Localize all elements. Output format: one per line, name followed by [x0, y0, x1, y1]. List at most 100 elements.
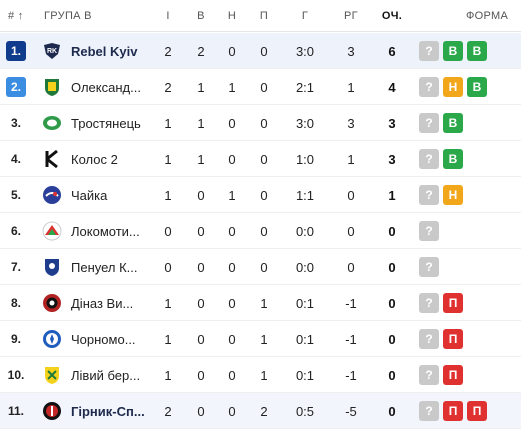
team-logo-icon[interactable]	[42, 77, 62, 97]
points-cell: 0	[388, 224, 396, 239]
form-next-match-badge[interactable]: ?	[419, 41, 439, 61]
wins-cell: 0	[197, 332, 205, 347]
goals-cell: 0:5	[295, 404, 315, 419]
wins-cell: 1	[197, 116, 205, 131]
team-logo-icon[interactable]	[42, 221, 62, 241]
form-result-badge[interactable]: П	[467, 401, 487, 421]
points-cell: 0	[388, 368, 396, 383]
team-logo-icon[interactable]	[42, 185, 62, 205]
team-name-link[interactable]: Лівий бер...	[71, 368, 141, 383]
points-cell: 0	[388, 260, 396, 275]
form-next-match-badge[interactable]: ?	[419, 77, 439, 97]
played-cell: 1	[164, 332, 172, 347]
header-goal-diff[interactable]: РГ	[344, 10, 358, 22]
team-name-link[interactable]: Гірник-Сп...	[71, 404, 145, 419]
header-draws[interactable]: Н	[227, 10, 237, 22]
goal-diff-cell: 1	[347, 80, 355, 95]
rank-cell: 10.	[7, 368, 25, 382]
form-next-match-badge[interactable]: ?	[419, 365, 439, 385]
table-row[interactable]: 11. Гірник-Сп... 2 0 0 2 0:5 -5 0? П П	[0, 393, 521, 429]
team-logo-icon[interactable]	[42, 365, 62, 385]
goal-diff-cell: -1	[345, 296, 357, 311]
wins-cell: 1	[197, 152, 205, 167]
form-result-badge[interactable]: П	[443, 401, 463, 421]
form-next-match-badge[interactable]: ?	[419, 293, 439, 313]
form-result-badge[interactable]: П	[443, 329, 463, 349]
form-result-badge[interactable]: В	[443, 113, 463, 133]
table-row[interactable]: 6. Локомоти... 0 0 0 0 0:0 0 0?	[0, 213, 521, 249]
played-cell: 2	[164, 44, 172, 59]
form-badges: ? В В	[419, 41, 487, 61]
form-result-badge[interactable]: П	[443, 365, 463, 385]
losses-cell: 0	[260, 44, 268, 59]
draws-cell: 0	[228, 224, 236, 239]
wins-cell: 0	[197, 188, 205, 203]
header-goals[interactable]: Г	[301, 10, 309, 22]
goals-cell: 1:1	[295, 188, 315, 203]
table-row[interactable]: 4. Колос 2 1 1 0 0 1:0 1 3? В	[0, 141, 521, 177]
points-cell: 0	[388, 296, 396, 311]
team-name-link[interactable]: Rebel Kyiv	[71, 44, 138, 59]
form-result-badge[interactable]: В	[467, 41, 487, 61]
table-row[interactable]: 2. Олександ... 2 1 1 0 2:1 1 4? Н В	[0, 69, 521, 105]
form-next-match-badge[interactable]: ?	[419, 149, 439, 169]
draws-cell: 1	[228, 188, 236, 203]
header-losses[interactable]: П	[259, 10, 269, 22]
header-rank-sort[interactable]: # ↑	[8, 10, 24, 22]
form-result-badge[interactable]: В	[443, 149, 463, 169]
team-name-link[interactable]: Локомоти...	[71, 224, 140, 239]
form-next-match-badge[interactable]: ?	[419, 185, 439, 205]
points-cell: 4	[388, 80, 396, 95]
draws-cell: 1	[228, 80, 236, 95]
points-cell: 0	[388, 404, 396, 419]
points-cell: 3	[388, 152, 396, 167]
team-logo-icon[interactable]	[42, 113, 62, 133]
form-result-badge[interactable]: П	[443, 293, 463, 313]
played-cell: 1	[164, 188, 172, 203]
form-result-badge[interactable]: Н	[443, 185, 463, 205]
table-row[interactable]: 5. Чайка 1 0 1 0 1:1 0 1? Н	[0, 177, 521, 213]
team-logo-icon[interactable]	[42, 401, 62, 421]
team-logo-icon[interactable]	[42, 293, 62, 313]
team-logo-icon[interactable]: RK	[42, 41, 62, 61]
team-name-link[interactable]: Чайка	[71, 188, 108, 203]
points-cell: 3	[388, 116, 396, 131]
team-name-link[interactable]: Чорномо...	[71, 332, 136, 347]
form-next-match-badge[interactable]: ?	[419, 329, 439, 349]
team-name-link[interactable]: Колос 2	[71, 152, 118, 167]
wins-cell: 1	[197, 80, 205, 95]
team-logo-icon[interactable]	[42, 257, 62, 277]
team-name-link[interactable]: Тростянець	[71, 116, 141, 131]
table-row[interactable]: 1. RK Rebel Kyiv 2 2 0 0 3:0 3 6? В В	[0, 33, 521, 69]
played-cell: 1	[164, 368, 172, 383]
form-next-match-badge[interactable]: ?	[419, 221, 439, 241]
header-points[interactable]: ОЧ.	[381, 10, 403, 22]
draws-cell: 0	[228, 44, 236, 59]
form-next-match-badge[interactable]: ?	[419, 401, 439, 421]
header-form: ФОРМА	[466, 10, 509, 22]
team-logo-icon[interactable]	[42, 329, 62, 349]
points-cell: 6	[388, 44, 396, 59]
goal-diff-cell: 3	[347, 44, 355, 59]
losses-cell: 0	[260, 224, 268, 239]
played-cell: 1	[164, 296, 172, 311]
header-wins[interactable]: В	[197, 10, 205, 22]
team-name-link[interactable]: Олександ...	[71, 80, 141, 95]
header-played[interactable]: І	[166, 10, 170, 22]
form-next-match-badge[interactable]: ?	[419, 113, 439, 133]
form-result-badge[interactable]: В	[443, 41, 463, 61]
table-row[interactable]: 3. Тростянець 1 1 0 0 3:0 3 3? В	[0, 105, 521, 141]
team-logo-icon[interactable]	[42, 149, 62, 169]
form-result-badge[interactable]: В	[467, 77, 487, 97]
form-next-match-badge[interactable]: ?	[419, 257, 439, 277]
form-badges: ? П	[419, 293, 463, 313]
table-row[interactable]: 9. Чорномо... 1 0 0 1 0:1 -1 0? П	[0, 321, 521, 357]
draws-cell: 0	[228, 368, 236, 383]
table-row[interactable]: 7. Пенуел К... 0 0 0 0 0:0 0 0?	[0, 249, 521, 285]
team-name-link[interactable]: Пенуел К...	[71, 260, 138, 275]
form-result-badge[interactable]: Н	[443, 77, 463, 97]
goal-diff-cell: -1	[345, 332, 357, 347]
table-row[interactable]: 10. Лівий бер... 1 0 0 1 0:1 -1 0? П	[0, 357, 521, 393]
team-name-link[interactable]: Діназ Ви...	[71, 296, 134, 311]
table-row[interactable]: 8. Діназ Ви... 1 0 0 1 0:1 -1 0? П	[0, 285, 521, 321]
